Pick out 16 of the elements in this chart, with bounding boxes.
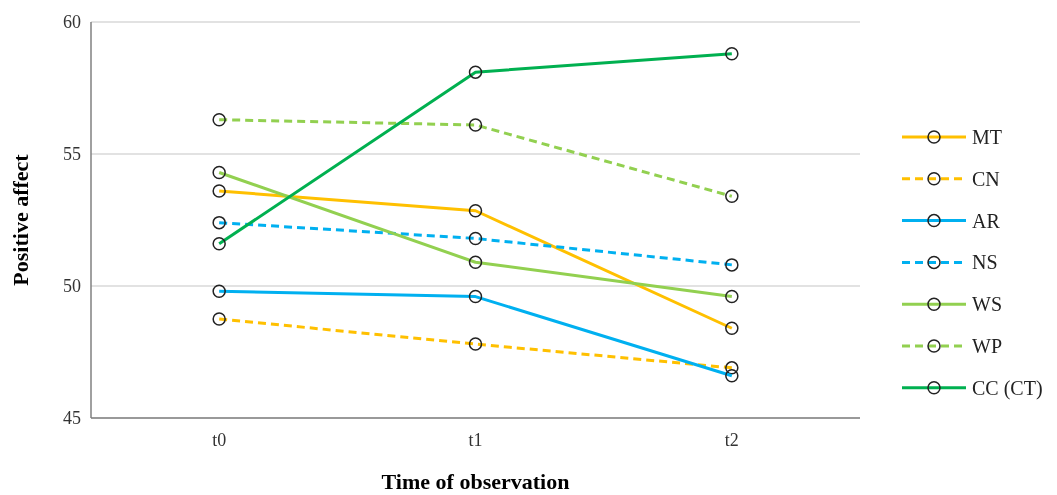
y-axis-title: Positive affect xyxy=(8,153,33,286)
y-tick-label: 45 xyxy=(63,408,81,429)
legend-label: WP xyxy=(972,335,1002,357)
x-tick-label: t1 xyxy=(468,430,483,450)
x-tick-label: t0 xyxy=(212,430,227,450)
x-axis-title: Time of observation xyxy=(381,469,570,494)
y-tick-label: 55 xyxy=(63,144,81,165)
legend-label: WS xyxy=(972,293,1002,316)
legend-label: AR xyxy=(972,209,1001,232)
legend-label: MT xyxy=(972,126,1002,148)
legend-label: CN xyxy=(972,167,1000,190)
x-tick-label: t2 xyxy=(724,430,739,450)
legend-label: NS xyxy=(972,251,998,274)
y-tick-label: 50 xyxy=(63,276,81,297)
y-tick-label: 60 xyxy=(63,12,81,33)
legend-label: CC (CT) xyxy=(972,376,1043,400)
